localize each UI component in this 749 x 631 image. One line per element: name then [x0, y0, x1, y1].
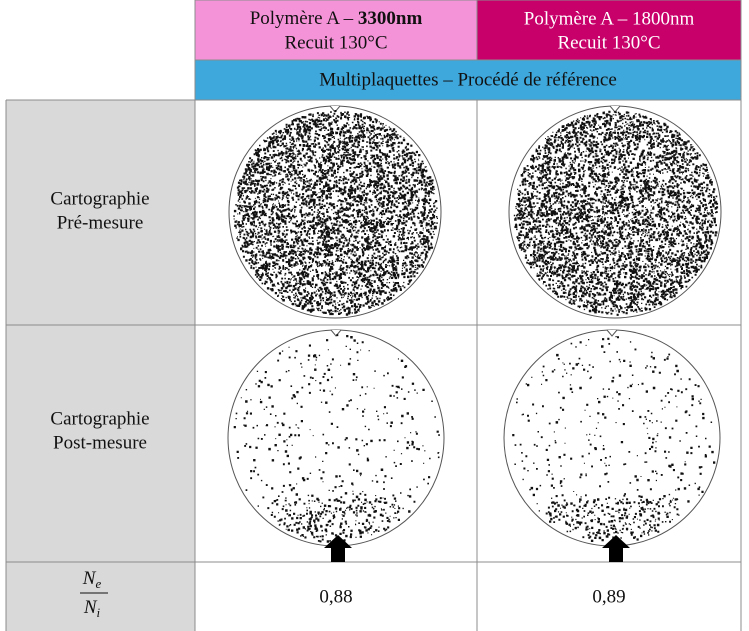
header-cell — [477, 0, 741, 60]
ratio-value: 0,88 — [319, 586, 352, 607]
header-text: Recuit 130°C — [284, 32, 387, 53]
wafer-notch — [606, 329, 618, 337]
arrow — [324, 535, 352, 562]
wafer-notch — [330, 329, 342, 337]
ratio-value: 0,89 — [592, 586, 625, 607]
row-label: Pré-mesure — [57, 212, 144, 233]
arrow — [602, 535, 630, 562]
defects — [512, 336, 716, 543]
numerator: Ne — [82, 568, 102, 591]
header-text: Recuit 130°C — [557, 32, 660, 53]
ratio-formula: Ne Ni — [80, 568, 108, 620]
header-text: Polymère A – 3300nm — [250, 8, 423, 29]
header-text: Polymère A – 1800nm — [524, 8, 695, 29]
row-label: Post-mesure — [53, 432, 147, 453]
denominator: Ni — [83, 597, 101, 620]
defects — [233, 334, 440, 543]
subtitle-cell — [195, 60, 741, 100]
wafers — [227, 105, 722, 562]
row-label: Cartographie — [50, 408, 149, 429]
label-column — [6, 100, 195, 631]
defects — [513, 110, 719, 316]
row-label: Cartographie — [50, 188, 149, 209]
defects — [233, 110, 438, 316]
wafer — [503, 329, 721, 547]
header-cell — [195, 0, 477, 60]
subtitle: Multiplaquettes – Procédé de référence — [319, 69, 617, 90]
wafer — [227, 329, 445, 547]
